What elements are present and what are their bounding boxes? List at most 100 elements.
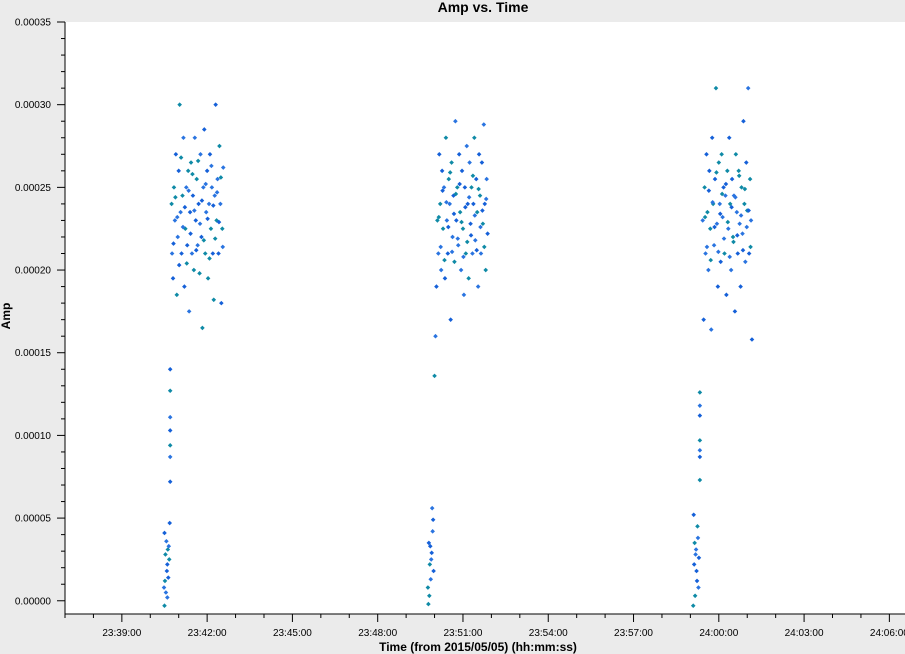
data-point xyxy=(197,271,202,276)
data-point xyxy=(212,193,218,198)
data-point xyxy=(694,568,699,574)
data-point xyxy=(448,317,453,322)
data-point xyxy=(167,428,173,433)
data-point xyxy=(185,168,191,174)
y-tick-label: 0.00025 xyxy=(15,183,52,194)
data-point xyxy=(466,276,471,281)
data-point xyxy=(219,300,224,306)
data-point xyxy=(427,543,433,549)
data-point xyxy=(748,218,754,223)
data-point xyxy=(464,143,470,149)
data-point xyxy=(714,221,720,227)
data-point xyxy=(469,185,474,190)
x-axis-ticks: 23:39:00 23:42:00 23:45:00 23:48:00 23:51:00… xyxy=(64,614,905,639)
data-point xyxy=(484,176,489,182)
data-point xyxy=(719,151,724,157)
data-point xyxy=(197,221,203,227)
data-point xyxy=(693,547,699,552)
y-tick-label: 0.00010 xyxy=(15,431,52,442)
data-point xyxy=(716,160,722,165)
data-point xyxy=(203,181,209,187)
data-point xyxy=(215,176,220,182)
data-point xyxy=(440,226,446,232)
data-point xyxy=(476,151,482,157)
data-point xyxy=(738,213,744,218)
data-point xyxy=(444,199,449,205)
data-point xyxy=(727,254,733,260)
x-tick-label: 23:45:00 xyxy=(273,628,312,639)
data-point xyxy=(165,562,170,567)
plot-area xyxy=(65,22,905,614)
data-point xyxy=(697,477,703,483)
data-point xyxy=(718,259,724,265)
data-point xyxy=(180,224,186,230)
data-point xyxy=(708,327,714,332)
data-point xyxy=(188,231,193,236)
data-point xyxy=(166,557,172,562)
data-point xyxy=(708,257,714,263)
data-point xyxy=(162,530,167,536)
data-point xyxy=(195,158,201,164)
data-point xyxy=(427,593,432,599)
y-tick-label: 0.00000 xyxy=(15,596,52,607)
data-point xyxy=(162,578,168,584)
data-point xyxy=(164,568,170,574)
data-point xyxy=(460,226,466,232)
x-tick-label: 23:57:00 xyxy=(614,628,653,639)
data-point xyxy=(733,151,739,157)
data-point xyxy=(446,176,452,182)
data-point xyxy=(695,524,700,529)
data-point xyxy=(216,219,222,225)
data-point xyxy=(473,176,479,182)
data-point xyxy=(741,118,746,124)
data-point xyxy=(457,209,463,215)
data-point xyxy=(176,168,182,174)
data-point xyxy=(220,165,226,170)
data-point xyxy=(468,221,473,227)
data-point xyxy=(461,254,466,260)
data-point xyxy=(692,593,698,599)
data-point xyxy=(734,209,740,215)
data-point xyxy=(483,267,489,273)
data-point xyxy=(740,231,745,236)
data-point xyxy=(717,201,723,207)
x-tick-label: 23:51:00 xyxy=(444,628,483,639)
data-point xyxy=(193,218,199,223)
data-point xyxy=(196,201,201,207)
data-point xyxy=(482,201,488,207)
data-point xyxy=(200,325,205,331)
data-point xyxy=(697,438,703,443)
data-point xyxy=(173,151,179,157)
data-point xyxy=(438,267,444,273)
data-point xyxy=(453,191,459,197)
data-point xyxy=(208,226,214,232)
data-point xyxy=(695,535,701,541)
data-point xyxy=(190,171,195,177)
data-point xyxy=(169,201,174,207)
data-point xyxy=(730,234,736,240)
data-point xyxy=(726,135,732,141)
data-point xyxy=(736,168,742,174)
data-point xyxy=(472,237,478,243)
data-point xyxy=(210,203,216,208)
data-point xyxy=(201,185,206,190)
data-point xyxy=(199,198,205,203)
data-point xyxy=(449,249,455,255)
data-point xyxy=(463,251,469,256)
data-point xyxy=(461,292,467,298)
data-point xyxy=(162,603,167,609)
data-point xyxy=(480,221,486,227)
data-point xyxy=(167,443,173,448)
x-tick-label: 24:00:00 xyxy=(699,628,738,639)
data-point xyxy=(167,366,173,372)
data-point xyxy=(459,219,464,225)
data-point xyxy=(198,151,203,157)
data-point xyxy=(176,262,182,268)
x-tick-label: 23:48:00 xyxy=(358,628,397,639)
data-point xyxy=(481,244,487,250)
data-point xyxy=(218,175,224,180)
chart-title: Amp vs. Time xyxy=(438,0,529,15)
data-point xyxy=(725,219,731,225)
data-point xyxy=(183,185,189,190)
data-point xyxy=(703,251,708,256)
